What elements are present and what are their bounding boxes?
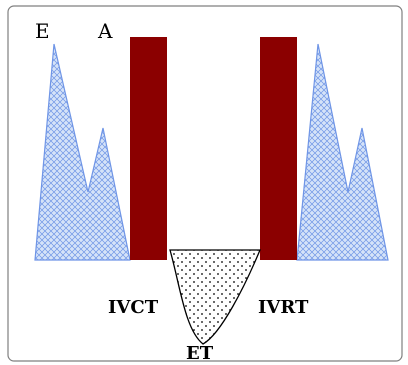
mitral-inflow-wave-right	[297, 44, 388, 260]
ejection-wave	[170, 250, 260, 344]
label-et: ET	[186, 343, 214, 364]
label-a: A	[97, 19, 113, 43]
mitral-inflow-wave-left	[35, 44, 130, 260]
label-ivrt: IVRT	[258, 297, 309, 318]
ivrt-bar	[260, 37, 297, 260]
label-e: E	[35, 19, 50, 43]
ivct-bar	[130, 37, 167, 260]
label-ivct: IVCT	[108, 297, 159, 318]
